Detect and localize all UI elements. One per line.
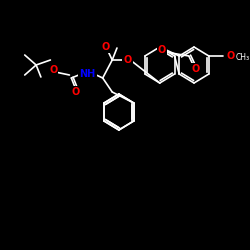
Text: O: O [123, 55, 132, 65]
Text: O: O [226, 51, 235, 61]
Text: O: O [192, 64, 200, 74]
Text: O: O [102, 42, 110, 52]
Text: O: O [49, 65, 58, 75]
Text: O: O [71, 87, 79, 97]
Text: CH₃: CH₃ [236, 52, 250, 62]
Text: O: O [158, 45, 166, 55]
Text: NH: NH [79, 69, 96, 79]
